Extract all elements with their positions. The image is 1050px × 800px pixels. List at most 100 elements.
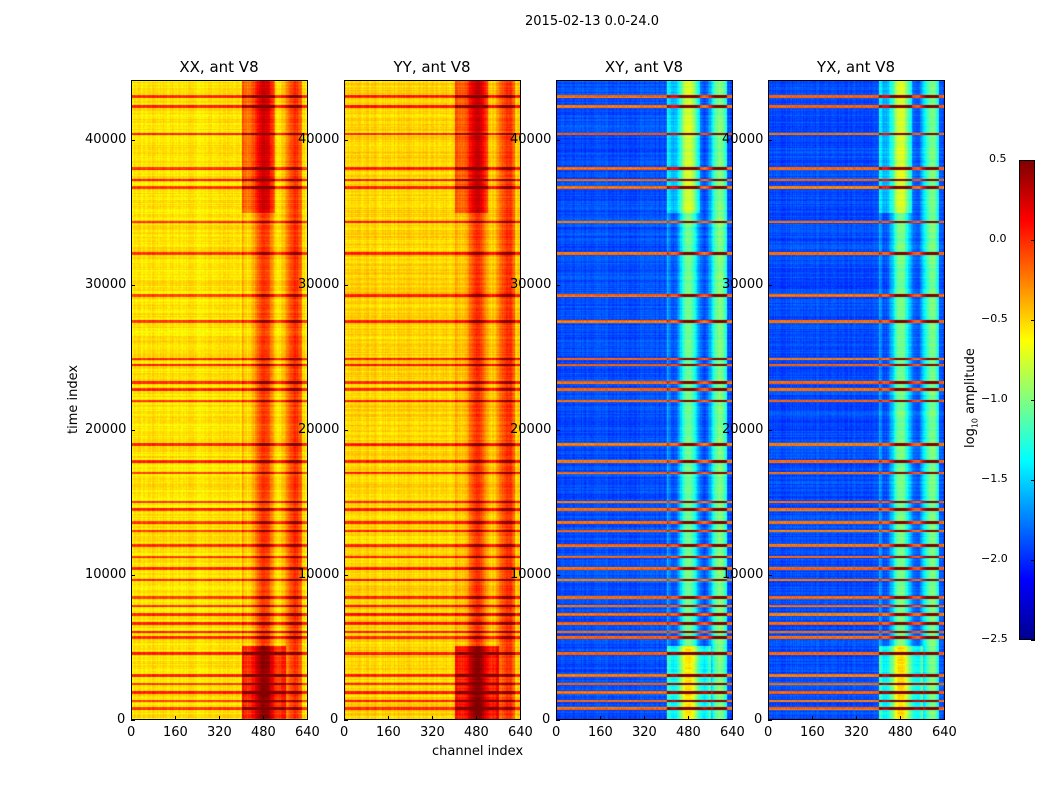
y-tick-label: 0 — [542, 712, 551, 727]
y-tick-label: 20000 — [722, 422, 764, 437]
x-tick-mark — [900, 716, 901, 720]
y-tick-mark — [344, 430, 348, 431]
colorbar-tick-mark — [1031, 320, 1035, 321]
x-tick-label: 480 — [676, 725, 701, 740]
heatmap-image — [345, 81, 520, 719]
y-tick-mark — [768, 140, 772, 141]
colorbar-tick-mark — [1031, 400, 1035, 401]
x-tick-mark — [263, 716, 264, 720]
y-tick-label: 30000 — [85, 277, 127, 292]
colorbar-tick-mark — [1031, 640, 1035, 641]
panel-title: XY, ant V8 — [604, 58, 684, 76]
x-tick-mark — [476, 716, 477, 720]
x-tick-label: 0 — [340, 725, 349, 740]
x-tick-mark — [219, 716, 220, 720]
colorbar-tick-label: −2.5 — [981, 632, 1008, 645]
heatmap-image — [769, 81, 944, 719]
y-tick-mark — [556, 720, 560, 721]
y-tick-label: 10000 — [510, 567, 552, 582]
y-tick-label: 0 — [117, 712, 126, 727]
x-tick-label: 320 — [420, 725, 445, 740]
x-tick-label: 0 — [552, 725, 561, 740]
y-tick-mark — [131, 575, 135, 576]
y-tick-mark — [556, 285, 560, 286]
y-tick-mark — [768, 720, 772, 721]
x-tick-label: 0 — [127, 725, 136, 740]
y-tick-label: 40000 — [510, 132, 552, 147]
y-tick-mark — [556, 575, 560, 576]
y-tick-mark — [131, 285, 135, 286]
y-tick-label: 40000 — [85, 132, 127, 147]
x-tick-mark — [520, 716, 521, 720]
x-tick-mark — [131, 716, 132, 720]
suptitle: 2015-02-13 0.0-24.0 — [525, 14, 659, 29]
y-tick-label: 30000 — [510, 277, 552, 292]
y-tick-mark — [344, 140, 348, 141]
y-tick-label: 0 — [330, 712, 339, 727]
x-tick-label: 640 — [932, 725, 957, 740]
y-tick-mark — [131, 140, 135, 141]
colorbar-tick-mark — [1031, 160, 1035, 161]
y-tick-mark — [344, 720, 348, 721]
heatmap-image — [557, 81, 732, 719]
y-tick-mark — [344, 575, 348, 576]
colorbar-tick-label: −1.0 — [981, 392, 1008, 405]
y-axis-label: time index — [66, 364, 81, 434]
x-tick-mark — [600, 716, 601, 720]
x-tick-mark — [388, 716, 389, 720]
y-tick-label: 10000 — [85, 567, 127, 582]
x-tick-label: 480 — [251, 725, 276, 740]
y-tick-label: 10000 — [722, 567, 764, 582]
colorbar-tick-mark — [1031, 560, 1035, 561]
x-tick-mark — [556, 716, 557, 720]
colorbar-tick-mark — [1031, 240, 1035, 241]
x-tick-mark — [944, 716, 945, 720]
x-tick-label: 320 — [207, 725, 232, 740]
colorbar-tick-label: −0.5 — [981, 312, 1008, 325]
colorbar-tick-label: −2.0 — [981, 552, 1008, 565]
colorbar-tick-label: 0.0 — [989, 232, 1007, 245]
colorbar-label: log10 amplitude — [963, 348, 980, 448]
x-tick-mark — [732, 716, 733, 720]
y-tick-label: 10000 — [298, 567, 340, 582]
x-tick-label: 160 — [163, 725, 188, 740]
x-tick-label: 640 — [295, 725, 320, 740]
x-tick-mark — [307, 716, 308, 720]
heatmap-panel — [131, 80, 308, 720]
x-tick-mark — [812, 716, 813, 720]
y-tick-mark — [768, 575, 772, 576]
x-tick-label: 160 — [376, 725, 401, 740]
x-tick-label: 160 — [800, 725, 825, 740]
heatmap-image — [132, 81, 307, 719]
y-tick-mark — [344, 285, 348, 286]
y-tick-mark — [131, 720, 135, 721]
y-tick-mark — [556, 430, 560, 431]
y-tick-label: 0 — [754, 712, 763, 727]
y-tick-mark — [768, 285, 772, 286]
x-tick-label: 320 — [844, 725, 869, 740]
y-tick-mark — [768, 430, 772, 431]
colorbar-tick-label: 0.5 — [989, 152, 1007, 165]
y-tick-label: 20000 — [85, 422, 127, 437]
x-tick-label: 480 — [464, 725, 489, 740]
x-tick-label: 160 — [588, 725, 613, 740]
colorbar-tick-label: −1.5 — [981, 472, 1008, 485]
x-tick-mark — [644, 716, 645, 720]
x-tick-mark — [432, 716, 433, 720]
y-tick-label: 20000 — [510, 422, 552, 437]
y-tick-mark — [131, 430, 135, 431]
x-tick-label: 480 — [888, 725, 913, 740]
panel-title: XX, ant V8 — [179, 58, 259, 76]
heatmap-panel — [556, 80, 733, 720]
x-tick-label: 640 — [720, 725, 745, 740]
heatmap-panel — [768, 80, 945, 720]
y-tick-label: 40000 — [722, 132, 764, 147]
y-tick-mark — [556, 140, 560, 141]
x-tick-mark — [856, 716, 857, 720]
x-tick-mark — [175, 716, 176, 720]
x-tick-label: 640 — [508, 725, 533, 740]
x-tick-mark — [768, 716, 769, 720]
panel-title: YY, ant V8 — [393, 58, 471, 76]
x-tick-label: 320 — [632, 725, 657, 740]
